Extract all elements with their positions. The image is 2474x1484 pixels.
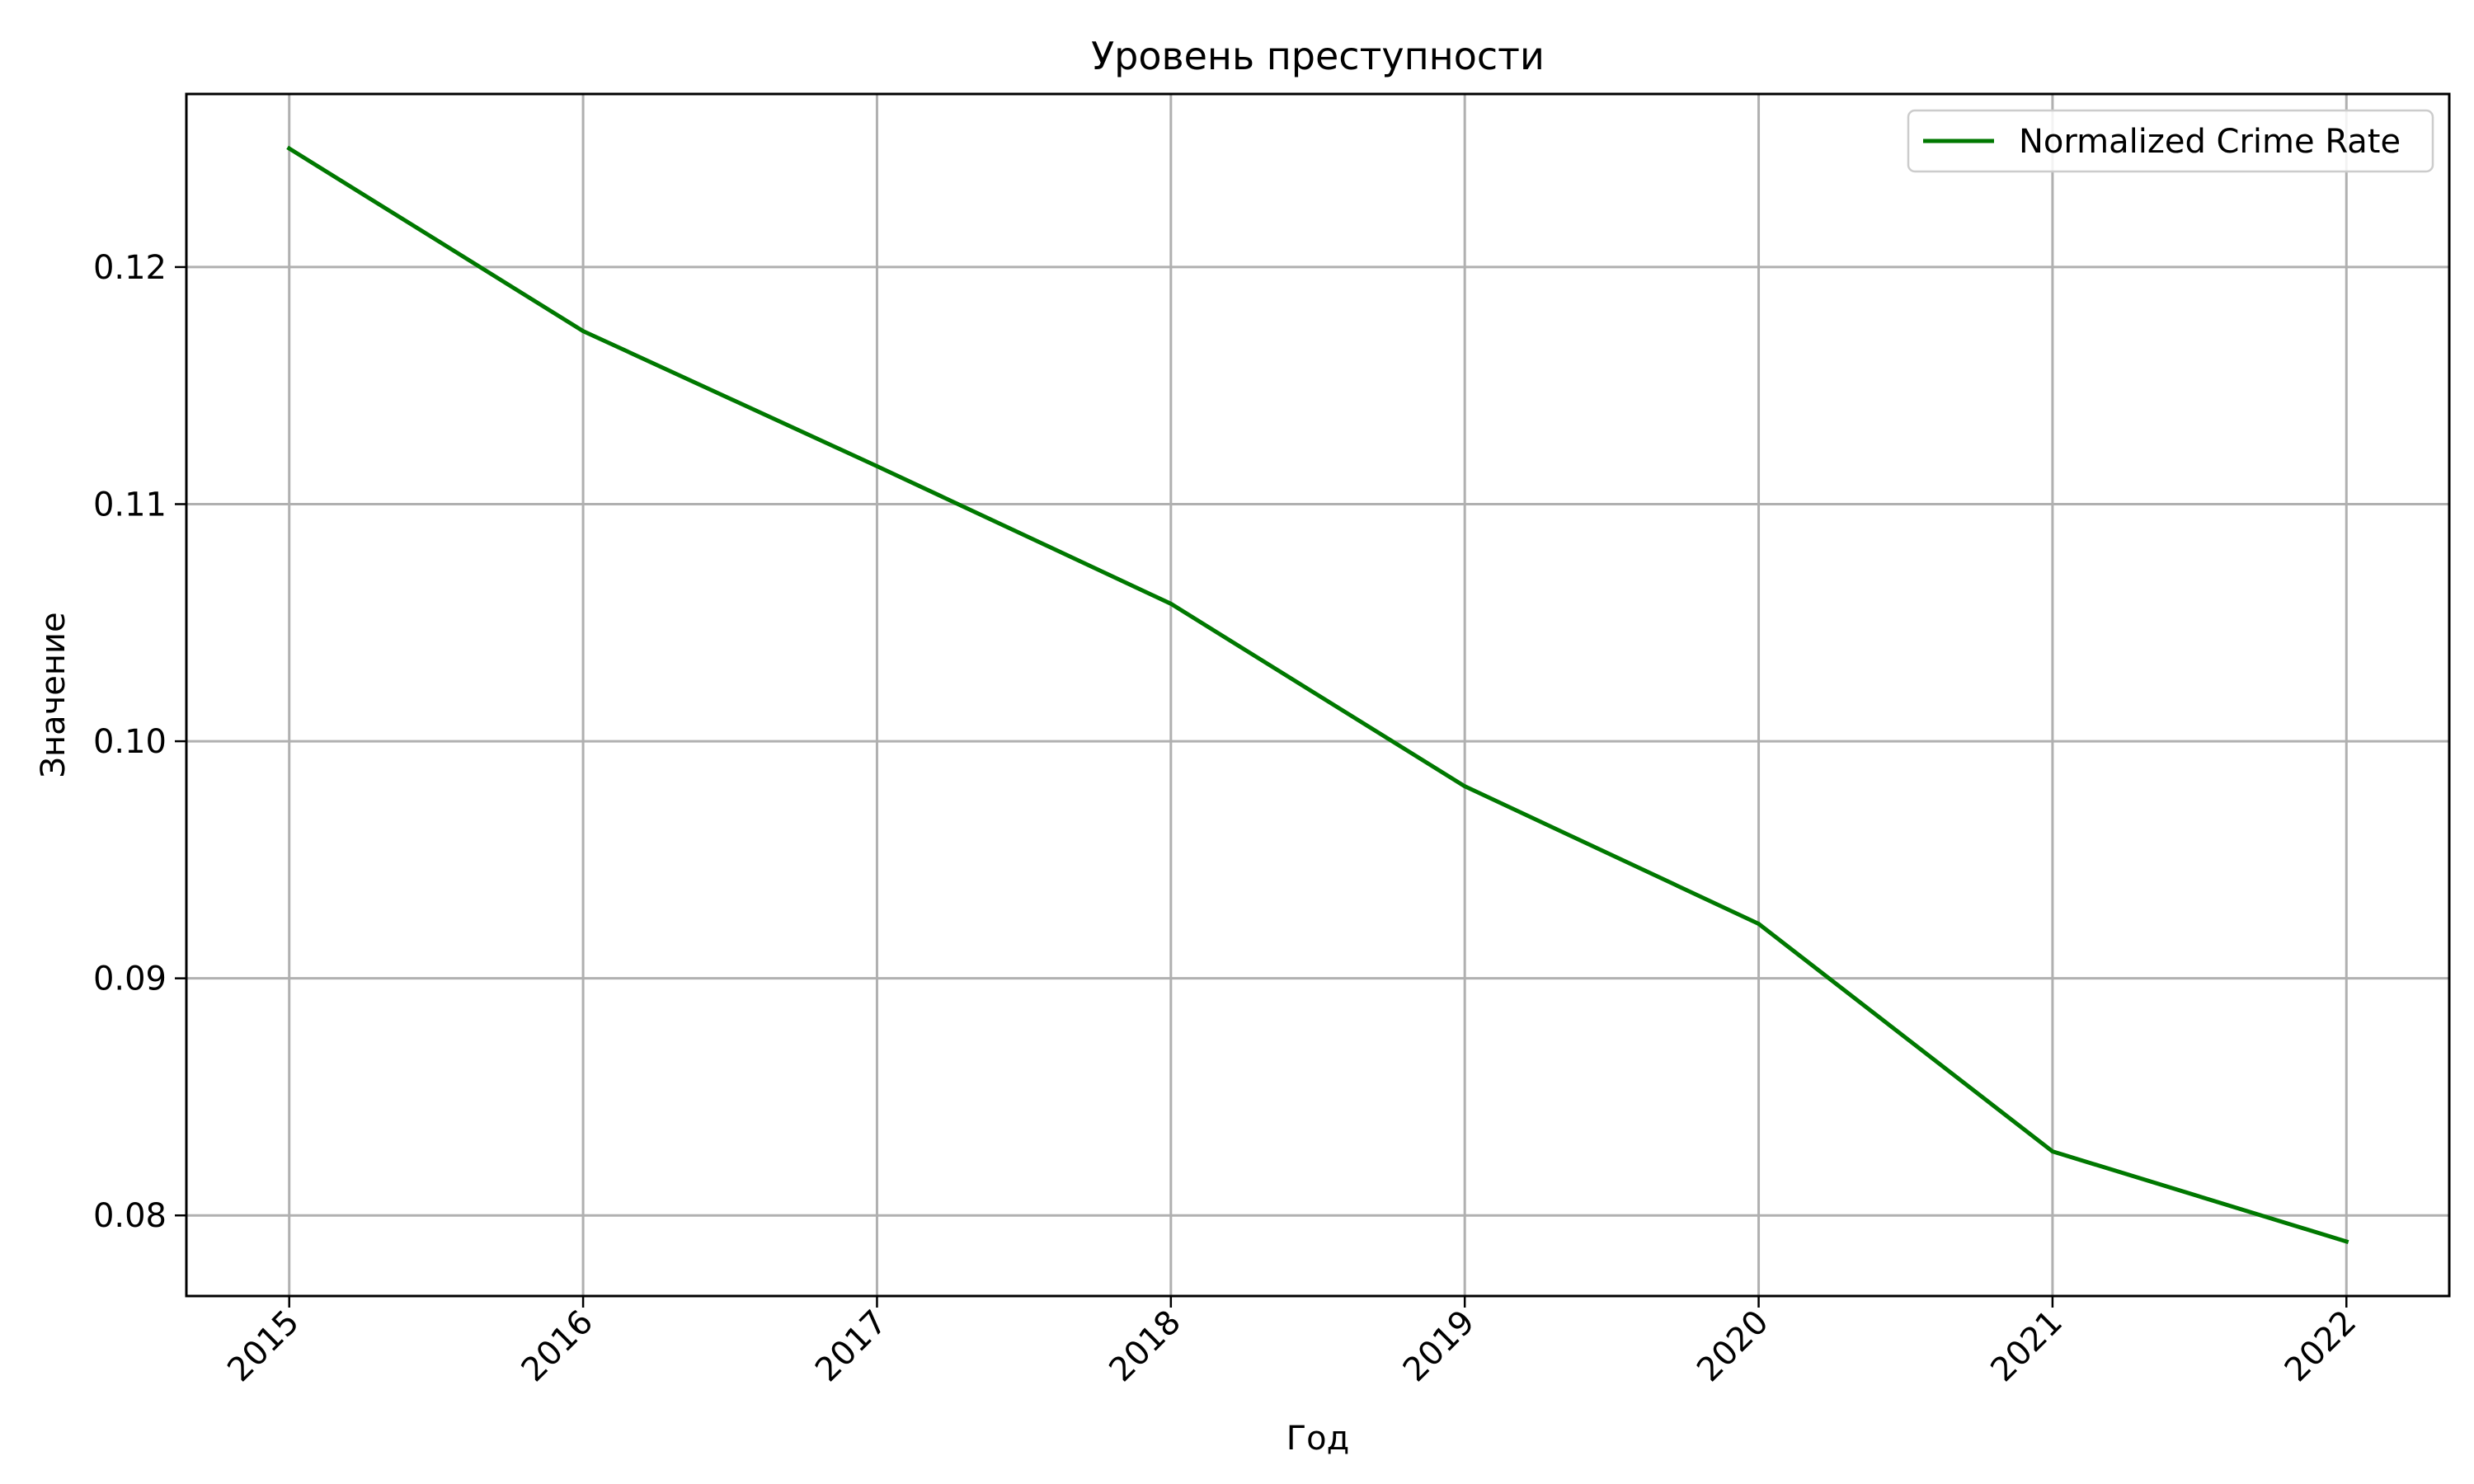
- y-tick-label: 0.09: [93, 960, 167, 998]
- chart-title: Уровень преступности: [1091, 34, 1545, 78]
- y-tick-label: 0.10: [93, 723, 167, 761]
- x-axis-label: Год: [1286, 1420, 1350, 1458]
- y-tick-label: 0.12: [93, 249, 167, 287]
- plot-frame: [185, 92, 2451, 1298]
- legend: Normalized Crime Rate: [1907, 109, 2434, 173]
- grid-layer: [186, 94, 2449, 1296]
- y-tick-label: 0.11: [93, 486, 167, 524]
- legend-label-normalized-crime-rate: Normalized Crime Rate: [2019, 123, 2401, 161]
- series-line-normalized-crime-rate: [286, 145, 2349, 1245]
- series-layer: [286, 145, 2349, 1245]
- legend-box: [1907, 109, 2434, 173]
- y-tick-label: 0.08: [93, 1197, 167, 1235]
- y-axis-label: Значение: [35, 612, 73, 777]
